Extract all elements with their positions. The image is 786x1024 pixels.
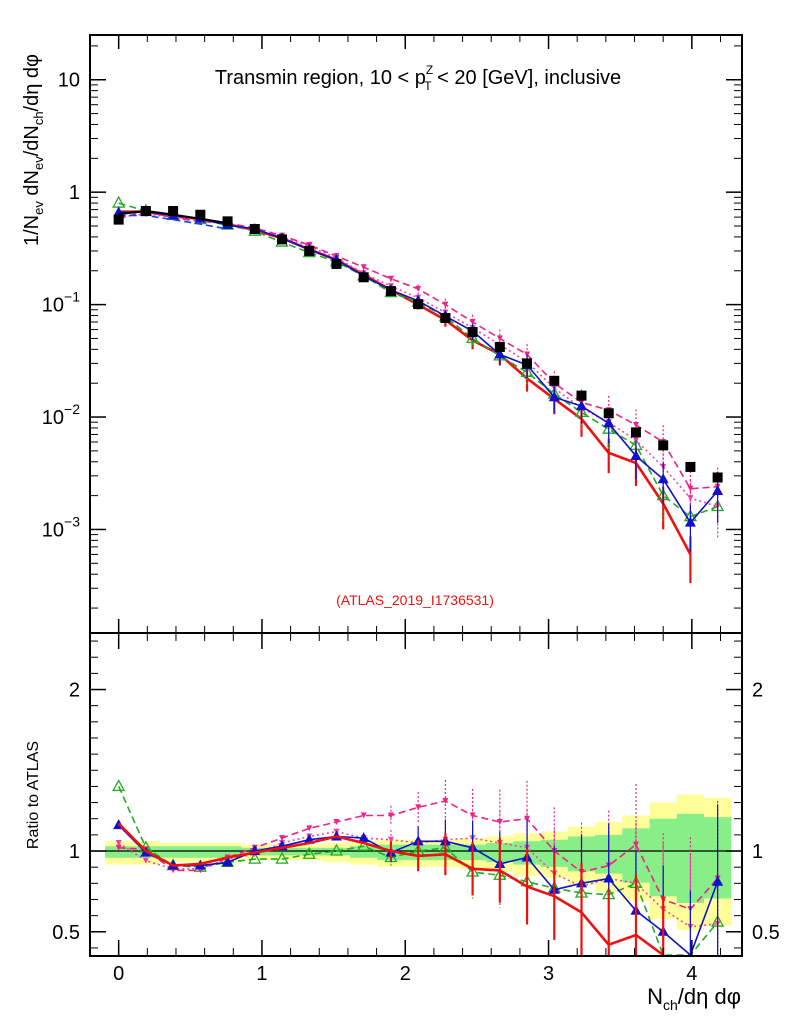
ratio-ytick-label-right: 2 xyxy=(752,680,763,702)
main-c000000-marker xyxy=(222,216,233,227)
main-c000000-marker xyxy=(113,214,124,225)
main-cee2288-marker xyxy=(687,485,694,492)
main-c1111cc-marker xyxy=(576,400,588,411)
main-c000000-marker xyxy=(249,224,260,235)
main-c000000-marker xyxy=(304,245,315,256)
ratio-cee2288-marker xyxy=(524,815,531,822)
xtick-label: 0 xyxy=(113,963,124,985)
main-cee2288-marker xyxy=(496,335,503,342)
ratio-ytick-label-right: 1 xyxy=(752,841,763,863)
ratio-ytick-label-left: 0.5 xyxy=(52,922,80,944)
analysis-annotation: (ATLAS_2019_I1736531) xyxy=(336,592,494,608)
xtick-label: 2 xyxy=(400,963,411,985)
main-c1111cc-marker xyxy=(494,348,506,359)
ratio-cee1111-series xyxy=(117,822,665,957)
ratio-ytick-label-right: 0.5 xyxy=(752,922,780,944)
main-cee2288-marker xyxy=(387,275,394,282)
ratio-c22aa22-marker xyxy=(275,851,289,864)
main-ytick-label: 10 xyxy=(58,70,80,92)
xtick-label: 4 xyxy=(686,963,697,985)
main-c000000-marker xyxy=(712,472,723,483)
ratio-c1111cc-marker xyxy=(412,835,424,846)
ratio-cee44aa-marker xyxy=(115,839,122,846)
ratio-cee2288-marker xyxy=(387,812,394,819)
main-c1111cc-marker xyxy=(548,391,560,402)
ratio-ylabel: Ratio to ATLAS xyxy=(25,741,42,849)
ratio-cee2288-marker xyxy=(632,841,639,848)
main-cee2288-marker xyxy=(469,319,476,326)
main-c000000-marker xyxy=(195,209,206,220)
main-ytick-label: 10−3 xyxy=(42,513,80,541)
main-c000000-marker xyxy=(658,440,669,451)
ratio-cee2288-marker xyxy=(333,818,340,825)
main-c000000-marker xyxy=(630,427,641,438)
main-c1111cc-marker xyxy=(630,450,642,461)
ratio-cee2288-marker xyxy=(415,804,422,811)
main-c000000-marker xyxy=(168,206,179,217)
ratio-cee2288-marker xyxy=(442,797,449,804)
main-c000000-series xyxy=(113,206,723,483)
main-c000000-marker xyxy=(685,461,696,472)
main-c000000-marker xyxy=(522,358,533,369)
main-cee2288-marker xyxy=(360,264,367,271)
main-cee2288-marker xyxy=(632,421,639,428)
ratio-cee2288-marker xyxy=(469,812,476,819)
main-cee2288-marker xyxy=(524,351,531,358)
ratio-c22aa22-marker xyxy=(302,846,316,859)
main-c1144ee-series xyxy=(118,214,228,230)
main-panel: 10 1 10−1 10−2 10−3 Transmin region, 10 < pZ… xyxy=(21,34,743,634)
main-cee44aa-marker xyxy=(632,437,639,444)
main-c000000-marker xyxy=(467,327,478,338)
ratio-c22aa22-marker xyxy=(112,779,126,792)
main-cee2288-marker xyxy=(442,301,449,308)
main-c000000-marker xyxy=(603,408,614,419)
main-c000000-marker xyxy=(494,341,505,352)
main-cee2288-marker xyxy=(415,285,422,292)
ratio-cee2288-marker xyxy=(496,818,503,825)
ratio-c1111cc-marker xyxy=(222,856,234,867)
xtick-label: 1 xyxy=(256,963,267,985)
main-title: Transmin region, 10 < pZ T < 20 [GeV], in… xyxy=(215,63,621,93)
ratio-cee2288-marker xyxy=(115,844,122,851)
main-c000000-marker xyxy=(576,390,587,401)
ratio-c22aa22-marker xyxy=(357,838,371,851)
main-cee44aa-marker xyxy=(687,495,694,502)
ratio-cee44aa-marker xyxy=(142,857,149,864)
main-c1111cc-marker xyxy=(603,417,615,428)
xtick-label: 3 xyxy=(543,963,554,985)
main-ylabel: 1/Nev dNev/dNch/dη dφ xyxy=(21,54,46,246)
main-ytick-label: 10−2 xyxy=(42,401,80,429)
main-c1111cc-marker xyxy=(712,484,724,495)
main-ytick-label: 10−1 xyxy=(42,289,80,317)
ratio-cee2288-marker xyxy=(306,825,313,832)
ratio-ytick-label-left: 2 xyxy=(69,680,80,702)
ratio-cee2288-marker xyxy=(360,812,367,819)
main-c000000-marker xyxy=(385,286,396,297)
main-c1144ee-line xyxy=(118,214,228,230)
main-c22aa22-marker xyxy=(466,331,480,344)
main-c1111cc-marker xyxy=(684,516,696,527)
xlabel: Nch/dη dφ xyxy=(647,984,741,1013)
main-c000000-marker xyxy=(413,299,424,310)
ratio-panel: 0.5 0.5 1 1 2 2 0 1 2 3 4 Ratio to ATLAS Nch/dη d… xyxy=(25,632,780,1013)
main-c1111cc-marker xyxy=(657,473,669,484)
main-ytick-label: 1 xyxy=(69,182,80,204)
ratio-c22aa22-marker xyxy=(329,843,344,856)
ratio-c1111cc-marker xyxy=(603,872,615,883)
main-c000000-marker xyxy=(331,258,342,269)
ratio-c1111cc-marker xyxy=(712,875,724,886)
main-c000000-marker xyxy=(277,234,288,245)
main-c000000-marker xyxy=(440,313,451,324)
ratio-cee2288-marker xyxy=(279,835,286,842)
ratio-c1111cc-marker xyxy=(358,832,370,843)
main-c000000-marker xyxy=(358,272,369,283)
main-c000000-marker xyxy=(549,375,560,386)
ratio-cee44aa-marker xyxy=(387,836,394,843)
ratio-ytick-label-left: 1 xyxy=(69,841,80,863)
ratio-frame xyxy=(89,632,743,957)
ratio-c22aa22-marker xyxy=(248,851,262,864)
main-c000000-marker xyxy=(140,206,151,217)
